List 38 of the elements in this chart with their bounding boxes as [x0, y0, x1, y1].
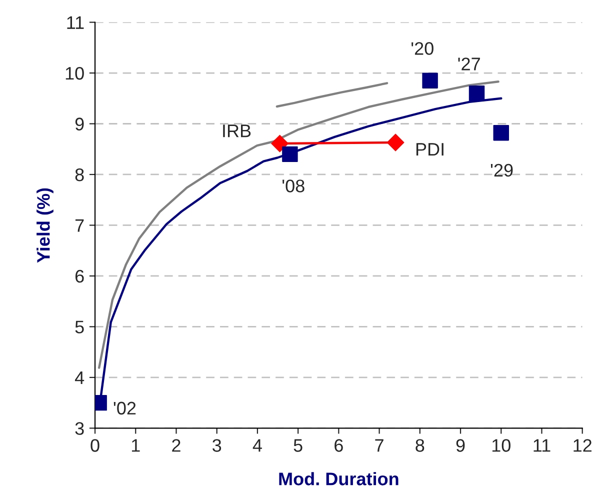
y-tick-label: 8: [75, 168, 84, 182]
x-tick-label: 3: [212, 439, 222, 452]
x-tick-label: 5: [294, 439, 302, 452]
y-tick-label: 6: [75, 270, 84, 283]
annotation: '20: [412, 42, 434, 55]
x-tick-label: 7: [375, 439, 384, 452]
y-tick-label: 3: [75, 422, 84, 435]
x-tick-label: 8: [416, 439, 424, 452]
annotation: '27: [458, 58, 480, 70]
line-series: [276, 82, 388, 108]
annotation: IRB: [223, 124, 251, 138]
annotation: '08: [282, 180, 304, 192]
point: [422, 72, 438, 88]
point: [271, 134, 288, 152]
x-axis-title: Mod. Duration: [279, 472, 398, 486]
point: [493, 125, 509, 141]
x-tick-label: 12: [574, 439, 592, 452]
point: [386, 134, 404, 152]
y-axis-title: Yield (%): [36, 188, 54, 263]
annotation: '29: [490, 164, 513, 177]
x-tick-label: 11: [534, 439, 550, 452]
x-tick-label: 9: [456, 439, 465, 452]
y-tick-label: 11: [67, 16, 84, 29]
y-tick-label: 7: [75, 219, 84, 232]
y-tick-label: 9: [75, 118, 84, 130]
point: [282, 146, 298, 162]
x-tick-label: 2: [172, 439, 180, 452]
x-tick-label: 1: [132, 439, 140, 452]
point: [468, 85, 485, 102]
annotation: PDI: [416, 143, 444, 156]
y-tick-label: 5: [75, 320, 84, 334]
x-tick-label: 4: [252, 439, 262, 452]
y-tick-label: 10: [66, 66, 84, 80]
x-tick-label: 6: [334, 439, 343, 452]
annotation: '02: [114, 402, 136, 415]
x-tick-label: 10: [492, 439, 510, 452]
y-tick-label: 4: [74, 372, 84, 384]
x-tick-label: 0: [90, 439, 100, 452]
